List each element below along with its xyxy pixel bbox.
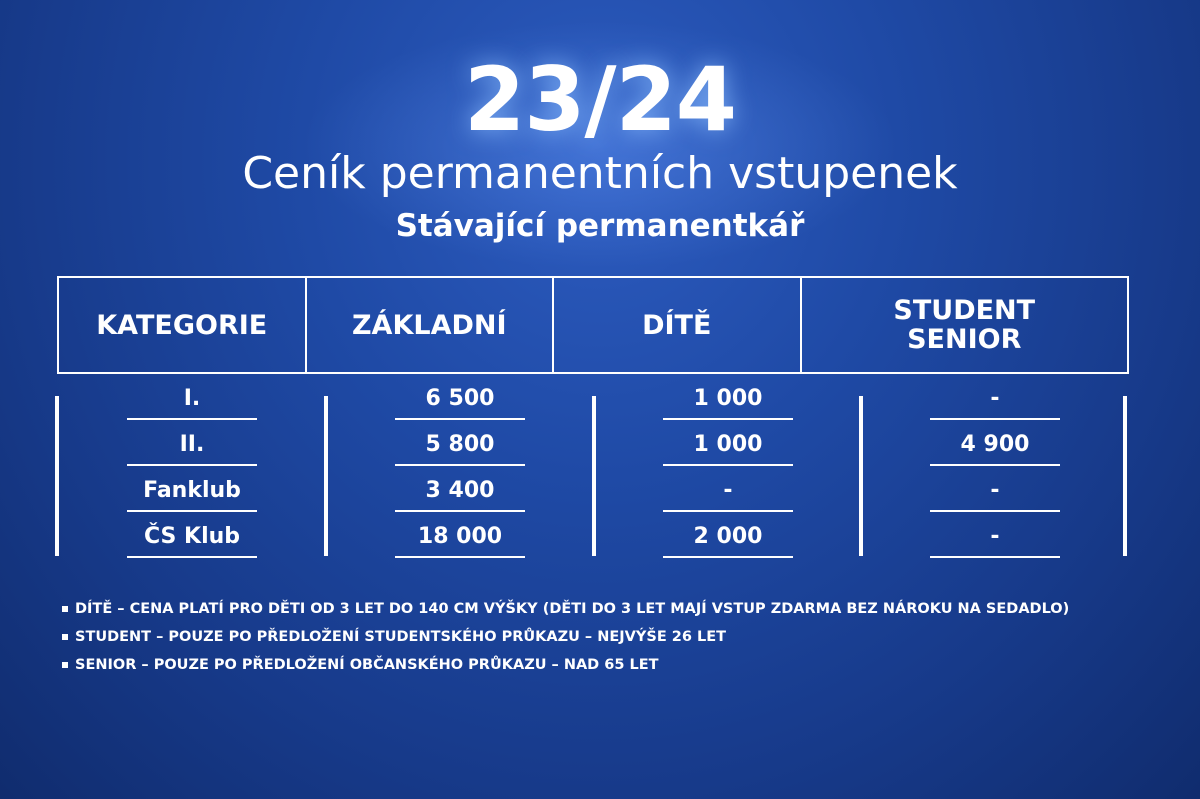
table-header: KATEGORIE ZÁKLADNÍ DÍTĚ STUDENT SENIOR bbox=[57, 276, 1129, 374]
bullet-icon bbox=[62, 606, 68, 612]
table-cell: - bbox=[861, 380, 1129, 426]
note-item: DÍTĚ – CENA PLATÍ PRO DĚTI OD 3 LET DO 1… bbox=[62, 595, 1069, 623]
background-glow bbox=[300, 20, 900, 270]
table-cell: 1 000 bbox=[594, 426, 862, 472]
note-item: SENIOR – POUZE PO PŘEDLOŽENÍ OBČANSKÉHO … bbox=[62, 651, 1069, 679]
header-zakladni: ZÁKLADNÍ bbox=[307, 278, 554, 372]
header-student-senior: STUDENT SENIOR bbox=[893, 295, 1036, 355]
table-cell: ČS Klub bbox=[58, 518, 326, 564]
page-title: Ceník permanentních vstupenek bbox=[242, 148, 958, 199]
note-text: STUDENT – POUZE PO PŘEDLOŽENÍ STUDENTSKÉ… bbox=[75, 629, 727, 645]
header-dite: DÍTĚ bbox=[554, 278, 802, 372]
table-cell: - bbox=[594, 472, 862, 518]
table-cell: II. bbox=[58, 426, 326, 472]
table-cell: 6 500 bbox=[326, 380, 594, 426]
table-cell: 1 000 bbox=[594, 380, 862, 426]
table-cell: 5 800 bbox=[326, 426, 594, 472]
table-cell: 2 000 bbox=[594, 518, 862, 564]
bullet-icon bbox=[62, 662, 68, 668]
notes-list: DÍTĚ – CENA PLATÍ PRO DĚTI OD 3 LET DO 1… bbox=[62, 595, 1069, 679]
note-text: DÍTĚ – CENA PLATÍ PRO DĚTI OD 3 LET DO 1… bbox=[75, 601, 1070, 617]
table-column: 1 000 1 000-2 000 bbox=[594, 380, 862, 564]
table-column: I. II. Fanklub ČS Klub bbox=[58, 380, 326, 564]
table-column: 6 500 5 800 3 400 18 000 bbox=[326, 380, 594, 564]
page-subtitle: Stávající permanentkář bbox=[395, 208, 805, 244]
note-item: STUDENT – POUZE PO PŘEDLOŽENÍ STUDENTSKÉ… bbox=[62, 623, 1069, 651]
table-cell: - bbox=[861, 472, 1129, 518]
table-cell: 18 000 bbox=[326, 518, 594, 564]
table-column: -4 900- - bbox=[861, 380, 1129, 564]
table-cell: 3 400 bbox=[326, 472, 594, 518]
season-heading: 23/24 bbox=[463, 48, 737, 151]
bullet-icon bbox=[62, 634, 68, 640]
header-kategorie: KATEGORIE bbox=[59, 278, 307, 372]
table-cell: Fanklub bbox=[58, 472, 326, 518]
table-cell: 4 900 bbox=[861, 426, 1129, 472]
table-cell: I. bbox=[58, 380, 326, 426]
table-cell: - bbox=[861, 518, 1129, 564]
divider bbox=[55, 396, 59, 556]
note-text: SENIOR – POUZE PO PŘEDLOŽENÍ OBČANSKÉHO … bbox=[75, 657, 659, 673]
